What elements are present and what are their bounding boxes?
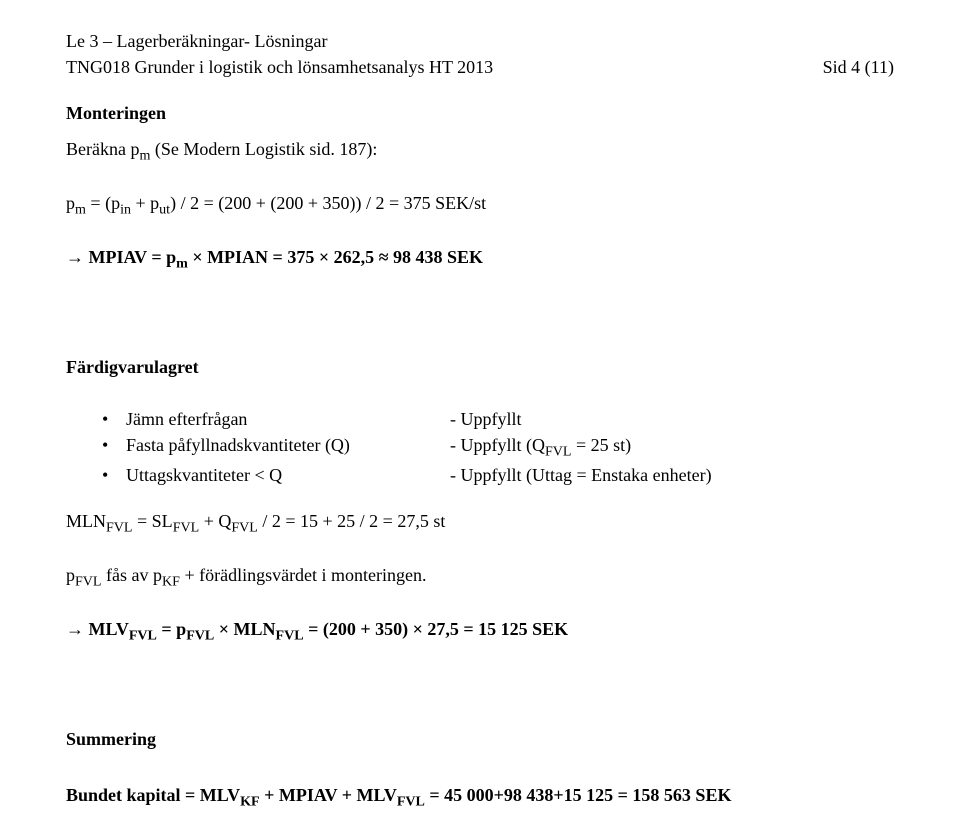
bullet-list: Jämn efterfrågan - Uppfyllt Fasta påfyll… [102,406,894,488]
eq3-cs: FVL [231,520,258,536]
eq2-as: m [176,256,188,272]
eq6-bs: FVL [397,794,425,810]
eq1-d: ) / 2 = (200 + (200 + 350)) / 2 = 375 SE… [170,193,486,213]
equation-mpiav: → MPIAV = pm × MPIAN = 375 × 262,5 ≈ 98 … [66,244,894,274]
header-left: Le 3 – Lagerberäkningar- Lösningar TNG01… [66,28,493,80]
equation-pfvl: pFVL fås av pKF + förädlingsvärdet i mon… [66,562,894,592]
eq4-c: + förädlingsvärdet i monteringen. [180,565,427,585]
intro-sub: m [139,148,150,164]
eq5-c: × MLN [214,619,275,639]
eq4-a: p [66,565,75,585]
eq1-as: m [75,202,86,218]
bullet-3-right: - Uppfyllt (Uttag = Enstaka enheter) [450,462,894,488]
intro-line: Beräkna pm (Se Modern Logistik sid. 187)… [66,136,894,166]
header-page-number: Sid 4 (11) [823,54,894,80]
eq5-bs: FVL [186,628,214,644]
eq5-d: = (200 + 350) × 27,5 = 15 125 SEK [304,619,569,639]
eq3-as: FVL [106,520,133,536]
header-line1: Le 3 – Lagerberäkningar- Lösningar [66,28,493,54]
intro-post: (Se Modern Logistik sid. 187): [150,139,377,159]
eq3-d: / 2 = 15 + 25 / 2 = 27,5 st [258,511,445,531]
equation-mlnfvl: MLNFVL = SLFVL + QFVL / 2 = 15 + 25 / 2 … [66,508,894,538]
eq3-bs: FVL [173,520,200,536]
equation-bundet-kapital: Bundet kapital = MLVKF + MPIAV + MLVFVL … [66,782,894,812]
eq5-as: FVL [129,628,157,644]
eq2-a: MPIAV = p [84,247,176,267]
eq5-b: = p [157,619,186,639]
bullet-3-left: Uttagskvantiteter < Q [102,462,442,488]
eq1-a: p [66,193,75,213]
heading-fardigvarulagret: Färdigvarulagret [66,354,894,380]
header-line2: TNG018 Grunder i logistik och lönsamhets… [66,54,493,80]
bullet-1-left: Jämn efterfrågan [102,406,442,432]
arrow-icon: → [66,247,84,267]
b2-r1: - Uppfyllt (Q [450,435,545,455]
eq4-b: fås av p [102,565,162,585]
eq6-as: KF [240,794,260,810]
eq3-c: + Q [199,511,231,531]
bullet-2-left: Fasta påfyllnadskvantiteter (Q) [102,432,442,462]
arrow-icon: → [66,619,84,639]
eq6-b: + MPIAV + MLV [260,785,397,805]
eq5-cs: FVL [276,628,304,644]
eq1-c: + p [131,193,159,213]
page-header: Le 3 – Lagerberäkningar- Lösningar TNG01… [66,28,894,80]
eq4-as: FVL [75,574,102,590]
page: Le 3 – Lagerberäkningar- Lösningar TNG01… [0,0,960,836]
intro-pre: Beräkna p [66,139,139,159]
equation-mlvfvl: → MLVFVL = pFVL × MLNFVL = (200 + 350) ×… [66,616,894,646]
eq4-bs: KF [162,574,180,590]
eq2-b: × MPIAN = 375 × 262,5 ≈ 98 438 SEK [188,247,483,267]
eq3-a: MLN [66,511,106,531]
bullet-2-right: - Uppfyllt (QFVL = 25 st) [450,432,894,462]
eq3-b: = SL [133,511,173,531]
eq1-bs: in [120,202,131,218]
heading-monteringen: Monteringen [66,100,894,126]
eq1-b: = (p [86,193,120,213]
eq6-c: = 45 000+98 438+15 125 = 158 563 SEK [425,785,732,805]
eq6-a: Bundet kapital = MLV [66,785,240,805]
eq5-a: MLV [84,619,129,639]
b2-rs: FVL [545,444,572,460]
heading-summering: Summering [66,726,894,752]
b2-r2: = 25 st) [572,435,632,455]
bullet-1-right: - Uppfyllt [450,406,894,432]
equation-pm: pm = (pin + put) / 2 = (200 + (200 + 350… [66,190,894,220]
eq1-cs: ut [159,202,170,218]
